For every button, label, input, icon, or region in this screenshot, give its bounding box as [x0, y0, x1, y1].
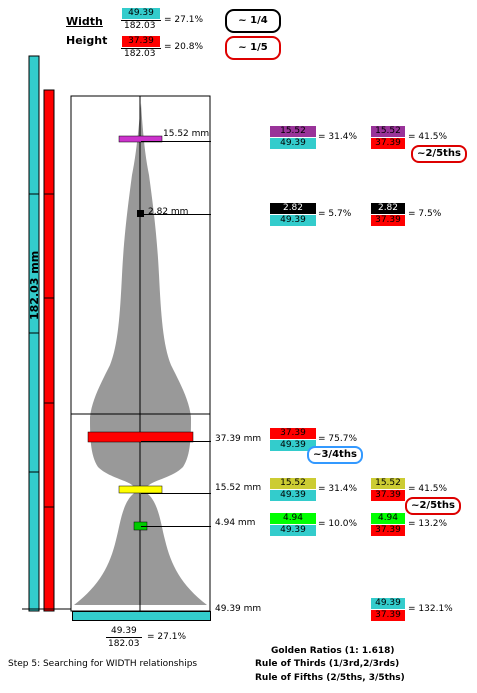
- header-width-fraction-bar: [121, 20, 161, 21]
- ratio-left-percent: = 31.4%: [318, 132, 357, 142]
- header-height-approx: ~ 1/5: [225, 36, 281, 60]
- bottom-fraction-denominator: 182.03: [108, 639, 140, 649]
- measurement-label: 2.82 mm: [148, 207, 189, 217]
- ratio-left-numerator: 4.94: [270, 513, 316, 524]
- step-caption: Step 5: Searching for WIDTH relationship…: [8, 659, 198, 669]
- height-axis-label: 182.03 mm: [28, 250, 41, 320]
- ratio-left-denominator: 49.39: [270, 525, 316, 536]
- magenta-width-marker: [118, 135, 163, 143]
- ratio-left-numerator: 15.52: [270, 126, 316, 137]
- bottom-fraction-numerator: 49.39: [111, 626, 137, 636]
- ratio-left-approx: ~3/4ths: [307, 446, 363, 464]
- ratio-left-numerator: 2.82: [270, 203, 316, 214]
- header-height-percent: = 20.8%: [164, 42, 203, 52]
- bottom-fraction-bar: [106, 637, 142, 638]
- red-width-marker: [87, 431, 194, 443]
- ratio-right-percent: = 41.5%: [408, 484, 447, 494]
- width-label: Width: [66, 15, 103, 28]
- ratio-right-denominator: 37.39: [371, 525, 405, 536]
- legend-golden-ratios: Golden Ratios (1: 1.618): [271, 646, 395, 656]
- ratio-left-percent: = 5.7%: [318, 209, 352, 219]
- measurement-label: 15.52 mm: [163, 129, 210, 139]
- ratio-right-denominator: 37.39: [371, 138, 405, 149]
- ratio-right-percent: = 7.5%: [408, 209, 442, 219]
- header-height-fraction-bar: [121, 48, 161, 49]
- vase-diagram: [70, 95, 211, 612]
- header-width-denominator: 182.03: [124, 21, 156, 31]
- leader-line: [141, 526, 211, 527]
- ratio-left-denominator: 49.39: [270, 440, 316, 451]
- leader-line: [141, 493, 211, 494]
- ratio-right-numerator: 49.39: [371, 598, 405, 609]
- ratio-right-numerator: 4.94: [371, 513, 405, 524]
- leader-line: [141, 141, 211, 142]
- measurement-label: 4.94 mm: [215, 518, 256, 528]
- ratio-right-numerator: 2.82: [371, 203, 405, 214]
- ratio-left-numerator: 15.52: [270, 478, 316, 489]
- leader-line: [141, 441, 211, 442]
- measurement-label: 37.39 mm: [215, 434, 262, 444]
- ratio-right-denominator: 37.39: [371, 490, 405, 501]
- bottom-fraction-percent: = 27.1%: [147, 632, 186, 642]
- header-height-numerator: 37.39: [122, 36, 160, 47]
- ratio-left-denominator: 49.39: [270, 490, 316, 501]
- ratio-right-numerator: 15.52: [371, 478, 405, 489]
- ratio-left-percent: = 31.4%: [318, 484, 357, 494]
- header-height-denominator: 182.03: [124, 49, 156, 59]
- ratio-right-numerator: 15.52: [371, 126, 405, 137]
- measurement-label: 49.39 mm: [215, 604, 262, 614]
- measurement-label: 15.52 mm: [215, 483, 262, 493]
- ratio-left-denominator: 49.39: [270, 138, 316, 149]
- ratio-right-approx: ~2/5ths: [405, 497, 461, 515]
- ratio-right-percent: = 132.1%: [408, 604, 453, 614]
- ratio-left-numerator: 37.39: [270, 428, 316, 439]
- legend-rule-of-fifths: Rule of Fifths (2/5ths, 3/5ths): [255, 673, 405, 683]
- black-width-marker: [137, 210, 144, 217]
- ratio-right-denominator: 37.39: [371, 215, 405, 226]
- ratio-right-approx: ~2/5ths: [411, 145, 467, 163]
- height-bars: [22, 55, 71, 612]
- ratio-right-percent: = 41.5%: [408, 132, 447, 142]
- leader-line: [141, 214, 211, 215]
- ratio-right-denominator: 37.39: [371, 610, 405, 621]
- ratio-right-percent: = 13.2%: [408, 519, 447, 529]
- ratio-left-percent: = 75.7%: [318, 434, 357, 444]
- red-height-bar: [43, 89, 55, 612]
- header-width-percent: = 27.1%: [164, 15, 203, 25]
- cyan-width-bar: [72, 611, 211, 621]
- yellow-width-marker: [118, 485, 163, 494]
- ratio-left-percent: = 10.0%: [318, 519, 357, 529]
- height-label: Height: [66, 34, 108, 47]
- legend-rule-of-thirds: Rule of Thirds (1/3rd,2/3rds): [255, 659, 400, 669]
- header-width-numerator: 49.39: [122, 8, 160, 19]
- header-width-approx: ~ 1/4: [225, 9, 281, 33]
- ratio-left-denominator: 49.39: [270, 215, 316, 226]
